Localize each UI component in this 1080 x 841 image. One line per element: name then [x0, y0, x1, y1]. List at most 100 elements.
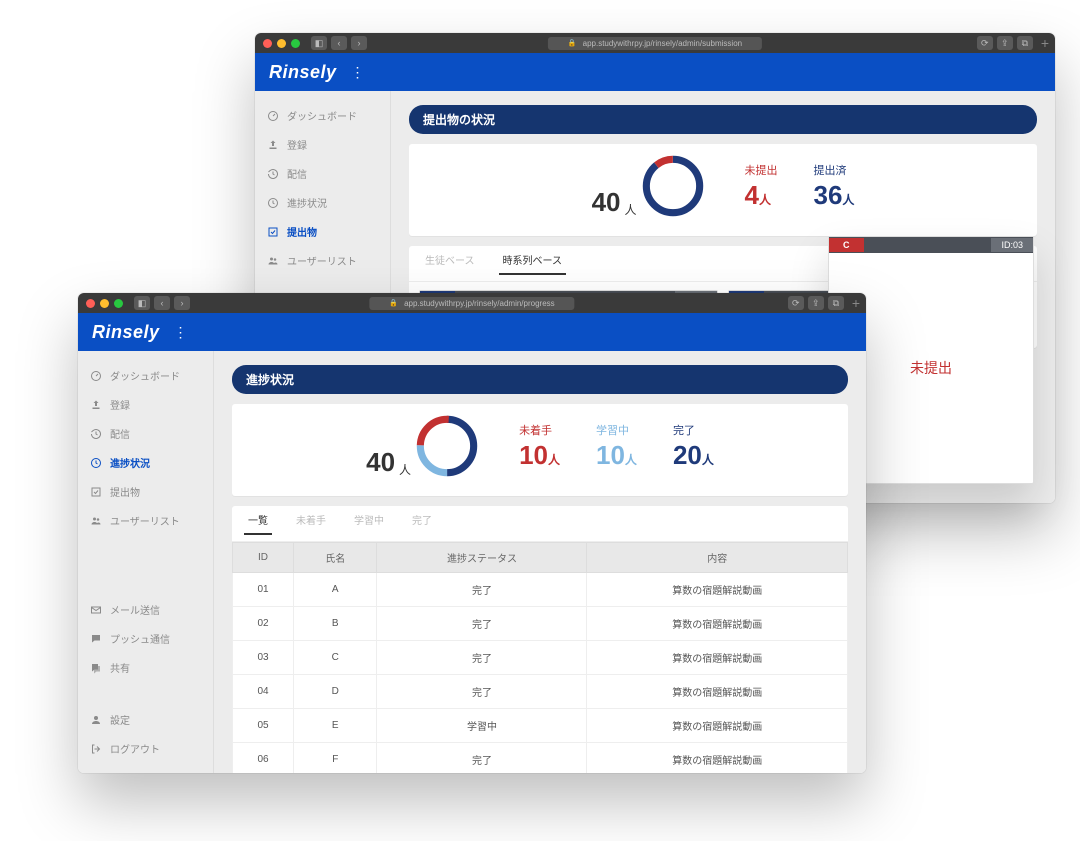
cell-content: 算数の宿題解説動画: [587, 709, 848, 743]
history-icon: [267, 168, 279, 180]
upload-icon: [267, 139, 279, 151]
table-row[interactable]: 01A完了算数の宿題解説動画: [233, 573, 848, 607]
sidebar-item-label: 提出物: [287, 224, 317, 239]
col-header: 氏名: [294, 543, 377, 573]
cell-content: 算数の宿題解説動画: [587, 675, 848, 709]
sidebar-item-checkbox[interactable]: 提出物: [78, 477, 213, 506]
stat-提出済: 提出済 36人: [814, 162, 855, 211]
url-bar[interactable]: app.studywithrpy.jp/rinsely/admin/submis…: [548, 37, 762, 50]
user-icon: [90, 714, 102, 726]
logout-icon: [90, 743, 102, 755]
table-row[interactable]: 03C完了算数の宿題解説動画: [233, 641, 848, 675]
back-button[interactable]: ‹: [154, 296, 170, 310]
table-row[interactable]: 02B完了算数の宿題解説動画: [233, 607, 848, 641]
sidebar: ダッシュボード登録配信進捗状況提出物ユーザーリストメール送信プッシュ通信共有設定…: [78, 351, 214, 773]
stat-label: 提出済: [814, 162, 847, 178]
newtab-button[interactable]: +: [852, 295, 860, 311]
titlebar: ◧ ‹ › app.studywithrpy.jp/rinsely/admin/…: [255, 33, 1055, 53]
sidebar-item-share[interactable]: 共有: [78, 653, 213, 682]
tab-生徒ベース[interactable]: 生徒ベース: [421, 246, 479, 275]
stat-value: 36人: [814, 180, 855, 211]
brand-logo: Rinsely: [92, 322, 160, 343]
maximize-icon[interactable]: [114, 299, 123, 308]
sidebar-item-clock[interactable]: 進捗状況: [255, 188, 390, 217]
sidebar-item-upload[interactable]: 登録: [78, 390, 213, 419]
sidebar-item-label: ユーザーリスト: [110, 513, 180, 528]
menu-kebab-icon[interactable]: ⋮: [351, 64, 367, 81]
checkbox-icon: [267, 226, 279, 238]
url-bar[interactable]: app.studywithrpy.jp/rinsely/admin/progre…: [369, 297, 574, 310]
sidebar-item-dashboard[interactable]: ダッシュボード: [255, 101, 390, 130]
upload-icon: [90, 399, 102, 411]
tab-未着手[interactable]: 未着手: [292, 506, 330, 535]
col-header: ID: [233, 543, 294, 573]
sidebar-item-user[interactable]: 設定: [78, 705, 213, 734]
maximize-icon[interactable]: [291, 39, 300, 48]
tab-一覧[interactable]: 一覧: [244, 506, 272, 535]
sidebar-item-users[interactable]: ユーザーリスト: [255, 246, 390, 275]
history-icon: [90, 428, 102, 440]
titlebar: ◧ ‹ › app.studywithrpy.jp/rinsely/admin/…: [78, 293, 866, 313]
stat-学習中: 学習中10人: [596, 422, 637, 471]
cell-name: D: [294, 675, 377, 709]
donut-total: 40人: [366, 414, 479, 478]
sidebar-item-logout[interactable]: ログアウト: [78, 734, 213, 763]
sidebar-item-upload[interactable]: 登録: [255, 130, 390, 159]
reload-button[interactable]: ⟳: [788, 296, 804, 310]
sidebar-toggle-button[interactable]: ◧: [311, 36, 327, 50]
cell-status: 完了: [377, 743, 587, 774]
newtab-button[interactable]: +: [1041, 35, 1049, 51]
sidebar-item-label: メール送信: [110, 602, 160, 617]
sidebar-toggle-button[interactable]: ◧: [134, 296, 150, 310]
dashboard-icon: [90, 370, 102, 382]
share-button[interactable]: ⇪: [997, 36, 1013, 50]
back-button[interactable]: ‹: [331, 36, 347, 50]
cell-name: B: [294, 607, 377, 641]
cell-status: 完了: [377, 675, 587, 709]
sidebar-item-history[interactable]: 配信: [78, 419, 213, 448]
sidebar-item-history[interactable]: 配信: [255, 159, 390, 188]
sidebar-item-clock[interactable]: 進捗状況: [78, 448, 213, 477]
tab-完了[interactable]: 完了: [408, 506, 436, 535]
col-header: 内容: [587, 543, 848, 573]
reload-button[interactable]: ⟳: [977, 36, 993, 50]
sidebar-item-label: ダッシュボード: [110, 368, 180, 383]
menu-kebab-icon[interactable]: ⋮: [174, 324, 190, 341]
users-icon: [90, 515, 102, 527]
sidebar-item-chat[interactable]: プッシュ通信: [78, 624, 213, 653]
cell-id: 04: [233, 675, 294, 709]
close-icon[interactable]: [263, 39, 272, 48]
minimize-icon[interactable]: [100, 299, 109, 308]
tab-時系列ベース[interactable]: 時系列ベース: [499, 246, 567, 275]
sidebar-item-users[interactable]: ユーザーリスト: [78, 506, 213, 535]
tab-学習中[interactable]: 学習中: [350, 506, 388, 535]
minimize-icon[interactable]: [277, 39, 286, 48]
table-row[interactable]: 05E学習中算数の宿題解説動画: [233, 709, 848, 743]
cell-id: 06: [233, 743, 294, 774]
tabs-button[interactable]: ⧉: [1017, 36, 1033, 50]
cell-content: 算数の宿題解説動画: [587, 641, 848, 675]
cell-name: C: [294, 641, 377, 675]
sidebar-item-label: ユーザーリスト: [287, 253, 357, 268]
cell-content: 算数の宿題解説動画: [587, 607, 848, 641]
close-icon[interactable]: [86, 299, 95, 308]
sidebar-item-dashboard[interactable]: ダッシュボード: [78, 361, 213, 390]
clock-icon: [267, 197, 279, 209]
table-row[interactable]: 04D完了算数の宿題解説動画: [233, 675, 848, 709]
sidebar-item-label: 登録: [110, 397, 130, 412]
cell-status: 完了: [377, 573, 587, 607]
forward-button[interactable]: ›: [174, 296, 190, 310]
table-row[interactable]: 06F完了算数の宿題解説動画: [233, 743, 848, 774]
tabs-button[interactable]: ⧉: [828, 296, 844, 310]
share-button[interactable]: ⇪: [808, 296, 824, 310]
sidebar-item-mail[interactable]: メール送信: [78, 595, 213, 624]
stat-完了: 完了20人: [673, 422, 714, 471]
sidebar-item-checkbox[interactable]: 提出物: [255, 217, 390, 246]
sidebar-item-label: ログアウト: [110, 741, 160, 756]
sidebar-item-label: 配信: [110, 426, 130, 441]
forward-button[interactable]: ›: [351, 36, 367, 50]
sidebar-item-label: 登録: [287, 137, 307, 152]
stat-label: 未提出: [745, 162, 778, 178]
window-progress: ◧ ‹ › app.studywithrpy.jp/rinsely/admin/…: [78, 293, 866, 773]
section-title: 進捗状況: [232, 365, 848, 394]
